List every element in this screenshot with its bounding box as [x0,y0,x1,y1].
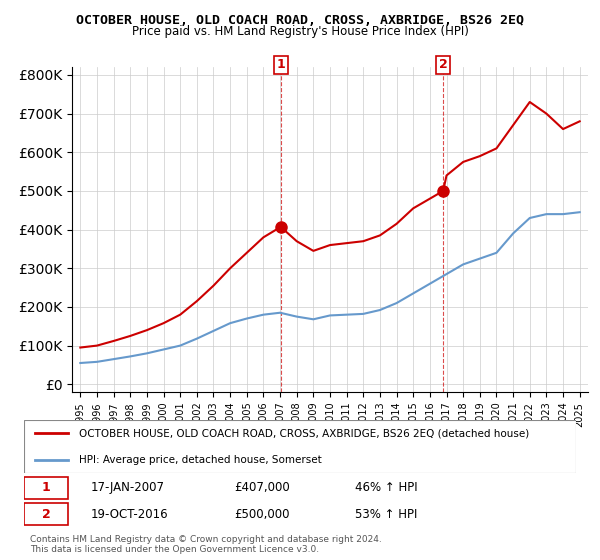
Text: 1: 1 [277,58,285,71]
Text: £407,000: £407,000 [234,481,290,494]
Text: 17-JAN-2007: 17-JAN-2007 [90,481,164,494]
Text: £500,000: £500,000 [234,507,289,521]
FancyBboxPatch shape [24,420,576,473]
Text: Contains HM Land Registry data © Crown copyright and database right 2024.
This d: Contains HM Land Registry data © Crown c… [30,535,382,554]
Text: HPI: Average price, detached house, Somerset: HPI: Average price, detached house, Some… [79,455,322,465]
Text: 46% ↑ HPI: 46% ↑ HPI [355,481,418,494]
Text: 53% ↑ HPI: 53% ↑ HPI [355,507,418,521]
Text: OCTOBER HOUSE, OLD COACH ROAD, CROSS, AXBRIDGE, BS26 2EQ: OCTOBER HOUSE, OLD COACH ROAD, CROSS, AX… [76,14,524,27]
Text: OCTOBER HOUSE, OLD COACH ROAD, CROSS, AXBRIDGE, BS26 2EQ (detached house): OCTOBER HOUSE, OLD COACH ROAD, CROSS, AX… [79,428,529,438]
Text: Price paid vs. HM Land Registry's House Price Index (HPI): Price paid vs. HM Land Registry's House … [131,25,469,38]
Text: 2: 2 [439,58,448,71]
Text: 2: 2 [42,507,50,521]
Text: 19-OCT-2016: 19-OCT-2016 [90,507,168,521]
FancyBboxPatch shape [24,503,68,525]
Text: 1: 1 [42,481,50,494]
FancyBboxPatch shape [24,477,68,499]
